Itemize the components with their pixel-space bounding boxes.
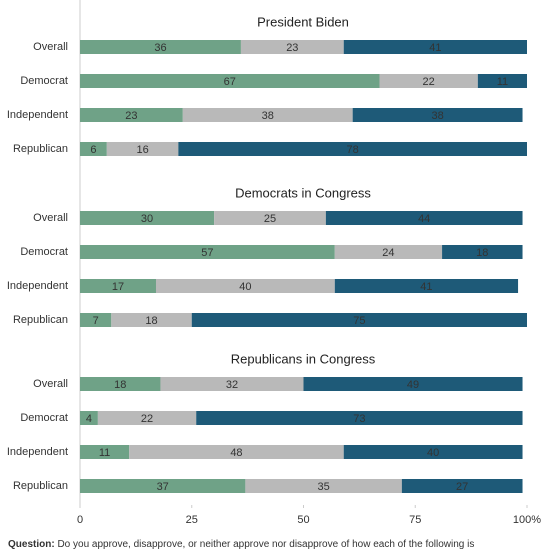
bar-label: 49	[407, 379, 419, 391]
y-tick-label: Democrat	[20, 412, 68, 424]
bar-label: 7	[93, 315, 99, 327]
bar-segment	[182, 108, 353, 122]
bar-label: 37	[157, 481, 169, 493]
bar-segment	[334, 279, 519, 293]
bar-label: 25	[264, 213, 276, 225]
bar-label: 48	[230, 447, 242, 459]
y-tick-label: Overall	[33, 41, 68, 53]
y-tick-label: Overall	[33, 378, 68, 390]
bar-label: 22	[423, 76, 435, 88]
bar-label: 23	[125, 110, 137, 122]
bar-segment	[214, 211, 326, 225]
x-tick-label: 25	[186, 514, 198, 526]
panel-title: President Biden	[257, 14, 349, 29]
bar-segment	[240, 40, 344, 54]
bar-segment	[191, 313, 527, 327]
bar-segment	[196, 411, 523, 425]
bar-segment	[80, 445, 130, 459]
bar-segment	[343, 445, 523, 459]
bar-segment	[80, 211, 215, 225]
y-tick-label: Independent	[7, 280, 68, 292]
bar-segment	[80, 108, 183, 122]
bar-label: 41	[429, 42, 441, 54]
bar-label: 30	[141, 213, 153, 225]
bar-label: 11	[99, 447, 110, 459]
panel-title: Democrats in Congress	[235, 185, 371, 200]
y-tick-label: Republican	[13, 480, 68, 492]
bar-label: 36	[154, 42, 166, 54]
y-tick-label: Independent	[7, 446, 68, 458]
bar-label: 35	[317, 481, 329, 493]
bar-segment	[80, 74, 380, 88]
bar-label: 16	[136, 144, 148, 156]
caption: Question: Do you approve, disapprove, or…	[8, 539, 474, 550]
bar-segment	[80, 313, 112, 327]
x-tick-label: 50	[297, 514, 309, 526]
bar-label: 40	[239, 281, 251, 293]
bar-segment	[80, 40, 241, 54]
bar-label: 23	[286, 42, 298, 54]
bar-label: 67	[224, 76, 236, 88]
bar-label: 73	[353, 413, 365, 425]
bar-segment	[111, 313, 192, 327]
bar-segment	[80, 479, 246, 493]
bar-label: 17	[112, 281, 124, 293]
bar-segment	[80, 279, 156, 293]
bar-label: 18	[145, 315, 157, 327]
y-tick-label: Democrat	[20, 75, 68, 87]
x-tick-label: 100%	[513, 514, 541, 526]
bar-segment	[80, 245, 335, 259]
panel-title: Republicans in Congress	[231, 351, 376, 366]
bar-label: 18	[476, 247, 488, 259]
bar-segment	[129, 445, 344, 459]
bar-label: 32	[226, 379, 238, 391]
bar-segment	[343, 40, 527, 54]
bar-segment	[80, 142, 107, 156]
bar-label: 24	[382, 247, 394, 259]
bar-segment	[106, 142, 179, 156]
bar-segment	[80, 377, 161, 391]
bar-segment	[178, 142, 527, 156]
bar-segment	[379, 74, 478, 88]
bar-segment	[325, 211, 523, 225]
bar-label: 40	[427, 447, 439, 459]
y-tick-label: Overall	[33, 212, 68, 224]
bar-label: 27	[456, 481, 468, 493]
y-tick-label: Independent	[7, 109, 68, 121]
caption-text: Do you approve, disapprove, or neither a…	[57, 539, 474, 550]
bar-label: 18	[114, 379, 126, 391]
bar-segment	[401, 479, 523, 493]
bar-label: 11	[497, 76, 508, 88]
y-tick-label: Republican	[13, 314, 68, 326]
bar-segment	[245, 479, 402, 493]
bar-segment	[80, 411, 98, 425]
x-tick-label: 0	[77, 514, 83, 526]
bar-segment	[334, 245, 443, 259]
x-tick-label: 75	[409, 514, 421, 526]
bar-label: 44	[418, 213, 430, 225]
caption-label: Question:	[8, 539, 55, 550]
bar-label: 57	[201, 247, 213, 259]
bar-segment	[155, 279, 335, 293]
y-tick-label: Democrat	[20, 246, 68, 258]
bar-label: 41	[420, 281, 432, 293]
bar-segment	[352, 108, 523, 122]
bar-segment	[477, 74, 527, 88]
bar-label: 4	[86, 413, 92, 425]
bar-segment	[160, 377, 304, 391]
bar-label: 22	[141, 413, 153, 425]
bar-label: 75	[353, 315, 365, 327]
bar-segment	[442, 245, 523, 259]
y-tick-label: Republican	[13, 143, 68, 155]
bar-segment	[303, 377, 523, 391]
bar-label: 6	[90, 144, 96, 156]
bar-label: 38	[262, 110, 274, 122]
bar-segment	[97, 411, 197, 425]
bar-label: 38	[431, 110, 443, 122]
bar-label: 78	[347, 144, 359, 156]
